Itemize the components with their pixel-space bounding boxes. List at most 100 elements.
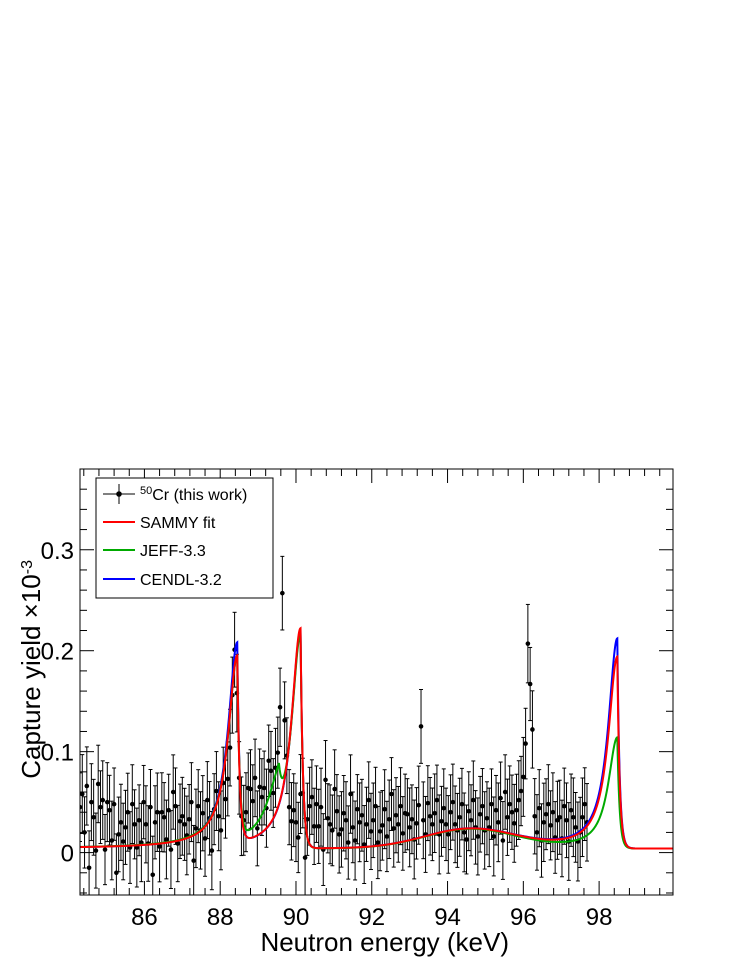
measured-marker bbox=[389, 791, 394, 797]
measured-marker bbox=[275, 750, 281, 755]
measured-marker bbox=[493, 807, 499, 813]
legend-label: CENDL-3.2 bbox=[140, 572, 222, 589]
measured-marker bbox=[318, 804, 324, 810]
measured-marker bbox=[159, 809, 165, 815]
legend-label-text: Cr (this work) bbox=[152, 487, 247, 504]
measured-marker bbox=[573, 825, 578, 830]
data-point bbox=[364, 786, 369, 862]
measured-marker bbox=[532, 813, 537, 819]
measured-marker bbox=[398, 803, 403, 809]
measured-marker bbox=[382, 806, 387, 812]
measured-marker bbox=[309, 794, 315, 800]
plot-frame bbox=[79, 468, 674, 896]
data-point bbox=[259, 758, 265, 836]
legend-label: JEFF-3.3 bbox=[140, 543, 206, 560]
measured-marker bbox=[168, 847, 174, 852]
measured-marker bbox=[250, 798, 256, 804]
measured-marker bbox=[118, 820, 124, 825]
data-point bbox=[500, 801, 506, 880]
measured-marker bbox=[129, 801, 135, 807]
data-point bbox=[391, 789, 397, 868]
measured-marker bbox=[370, 817, 376, 823]
data-point bbox=[439, 785, 444, 857]
measured-marker bbox=[516, 797, 522, 803]
data-point bbox=[186, 784, 192, 855]
measured-marker bbox=[534, 830, 540, 835]
measured-marker bbox=[170, 789, 176, 795]
measured-marker bbox=[505, 814, 510, 820]
data-point bbox=[275, 716, 281, 789]
measured-marker bbox=[104, 799, 110, 805]
x-tick-label: 98 bbox=[586, 904, 613, 931]
measured-marker bbox=[325, 815, 331, 821]
data-point bbox=[571, 777, 576, 858]
data-point bbox=[375, 805, 381, 880]
measured-marker bbox=[543, 811, 549, 817]
data-point bbox=[370, 782, 376, 859]
measured-marker bbox=[282, 718, 287, 723]
data-point bbox=[273, 727, 278, 808]
measured-marker bbox=[261, 785, 267, 791]
measured-marker bbox=[182, 822, 187, 827]
legend-marker bbox=[116, 491, 122, 497]
measured-marker bbox=[352, 838, 358, 843]
measured-marker bbox=[252, 775, 258, 781]
data-point bbox=[407, 787, 412, 868]
measured-marker bbox=[550, 809, 556, 815]
measured-marker bbox=[302, 855, 308, 860]
measured-marker bbox=[561, 803, 567, 809]
measured-marker bbox=[380, 823, 385, 828]
data-point bbox=[486, 787, 492, 868]
data-point bbox=[170, 754, 176, 830]
measured-marker bbox=[136, 817, 142, 823]
measured-marker bbox=[348, 791, 353, 797]
data-point bbox=[345, 805, 351, 880]
data-point bbox=[493, 774, 499, 846]
data-point bbox=[255, 790, 260, 867]
measured-marker bbox=[361, 842, 367, 847]
measured-marker bbox=[345, 840, 351, 845]
measured-marker bbox=[98, 804, 103, 810]
measured-marker bbox=[143, 822, 149, 827]
measured-marker bbox=[541, 820, 547, 825]
measured-marker bbox=[95, 781, 101, 787]
data-point bbox=[164, 799, 169, 880]
data-point bbox=[382, 769, 387, 850]
data-point bbox=[361, 805, 367, 885]
data-point bbox=[475, 797, 481, 876]
measured-marker bbox=[580, 814, 585, 820]
measured-marker bbox=[523, 741, 528, 746]
measured-marker bbox=[491, 834, 497, 839]
measured-marker bbox=[480, 803, 485, 809]
data-point bbox=[182, 787, 187, 861]
measured-marker bbox=[268, 768, 274, 774]
data-point bbox=[295, 801, 301, 874]
data-point bbox=[466, 771, 472, 852]
y-tick-label: 0 bbox=[61, 841, 74, 868]
data-point bbox=[123, 789, 128, 865]
measured-marker bbox=[243, 809, 249, 815]
legend-label: SAMMY fit bbox=[140, 515, 216, 532]
measured-marker bbox=[139, 840, 144, 845]
data-point bbox=[377, 791, 383, 872]
data-point bbox=[502, 754, 508, 830]
x-tick-label: 92 bbox=[358, 904, 385, 931]
curve-layer bbox=[80, 626, 673, 850]
measured-marker bbox=[357, 820, 362, 825]
measured-marker bbox=[518, 788, 524, 794]
data-point bbox=[352, 800, 358, 881]
data-point bbox=[355, 774, 360, 845]
legend-entry: CENDL-3.2 bbox=[103, 572, 222, 589]
y-axis-label-exponent: -3 bbox=[19, 560, 36, 574]
measured-marker bbox=[546, 801, 551, 807]
data-point bbox=[498, 761, 503, 835]
measured-marker bbox=[418, 724, 424, 729]
data-point bbox=[568, 773, 574, 847]
data-point bbox=[282, 681, 287, 760]
measured-marker bbox=[166, 807, 171, 813]
measured-marker bbox=[205, 797, 210, 803]
data-point bbox=[86, 830, 92, 895]
data-point bbox=[432, 773, 437, 854]
measured-marker bbox=[489, 801, 494, 807]
